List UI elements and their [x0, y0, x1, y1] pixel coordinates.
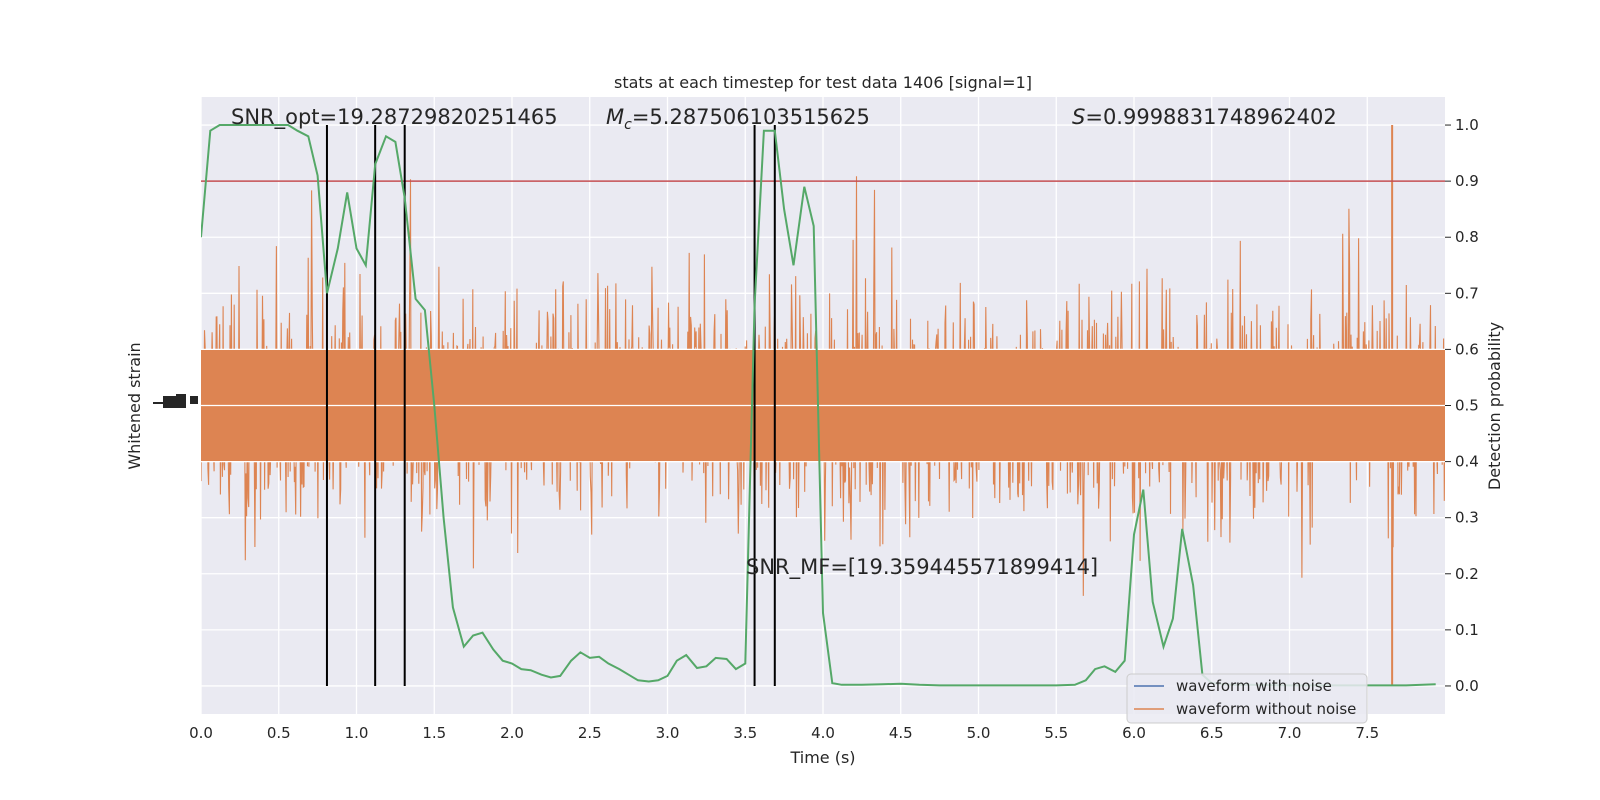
strain-waveform [201, 125, 1445, 686]
x-tick-label: 6.0 [1122, 724, 1146, 742]
y-tick-label: 0.9 [1455, 172, 1479, 190]
y-tick-label: 0.0 [1455, 677, 1479, 695]
y-tick-label: 0.6 [1455, 340, 1479, 358]
y-axis-right-label: Detection probability [1485, 322, 1504, 490]
x-tick-label: 0.0 [189, 724, 213, 742]
x-tick-label: 4.5 [889, 724, 913, 742]
x-tick-label: 7.0 [1278, 724, 1302, 742]
y-tick-label: 0.8 [1455, 228, 1479, 246]
y-tick-label: 0.4 [1455, 453, 1479, 471]
x-axis-label: Time (s) [789, 748, 855, 767]
x-tick-label: 1.5 [422, 724, 446, 742]
x-tick-label: 3.0 [656, 724, 680, 742]
x-tick-label: 5.0 [967, 724, 991, 742]
chirp-mass-annotation: Mc=5.287506103515625 [606, 105, 870, 133]
x-tick-label: 2.0 [500, 724, 524, 742]
chirp-mass-subscript: c [624, 117, 632, 133]
chirp-mass-symbol: M [606, 105, 624, 129]
legend-label-with-noise: waveform with noise [1176, 677, 1332, 695]
y-tick-label: 0.3 [1455, 509, 1479, 527]
x-tick-label: 2.5 [578, 724, 602, 742]
legend-label-without-noise: waveform without noise [1176, 700, 1356, 718]
probability-line [201, 124, 1436, 687]
x-tick-label: 3.5 [733, 724, 757, 742]
detection-probability-series [201, 124, 1436, 687]
y-tick-label: 0.1 [1455, 621, 1479, 639]
y-tick-label: 1.0 [1455, 116, 1479, 134]
y-tick-label: 0.7 [1455, 284, 1479, 302]
chirp-mass-value: =5.287506103515625 [632, 105, 870, 129]
y-tick-label: 0.2 [1455, 565, 1479, 583]
chart-title: stats at each timestep for test data 140… [614, 73, 1032, 92]
x-axis-ticks: 0.0 0.5 1.0 1.5 2.0 2.5 3.0 3.5 4.0 4.5 5.0 5.5 6.0 6… [189, 724, 1379, 742]
x-tick-label: 1.0 [345, 724, 369, 742]
x-tick-label: 0.5 [267, 724, 291, 742]
snr-mf-annotation: SNR_MF=[19.359445571899414] [746, 555, 1098, 580]
significance-symbol: S [1072, 105, 1085, 129]
y-tick-label: 0.5 [1455, 397, 1479, 415]
left-axis-tick-clutter [153, 394, 198, 408]
snr-opt-annotation: SNR_opt=19.28729820251465 [231, 105, 558, 130]
legend-box [1126, 673, 1368, 724]
legend: waveform with noise waveform without noi… [1126, 673, 1368, 724]
x-tick-label: 5.5 [1044, 724, 1068, 742]
significance-annotation: S=0.9998831748962402 [1072, 105, 1337, 129]
x-tick-label: 7.5 [1355, 724, 1379, 742]
significance-value: =0.9998831748962402 [1085, 105, 1336, 129]
x-tick-label: 4.0 [811, 724, 835, 742]
y-axis-left-label: Whitened strain [125, 342, 144, 469]
x-tick-label: 6.5 [1200, 724, 1224, 742]
y-axis-right-ticks: 0.0 0.1 0.2 0.3 0.4 0.5 0.6 0.7 0.8 0.9 1.0 [1445, 116, 1479, 695]
peak-markers [325, 125, 776, 686]
